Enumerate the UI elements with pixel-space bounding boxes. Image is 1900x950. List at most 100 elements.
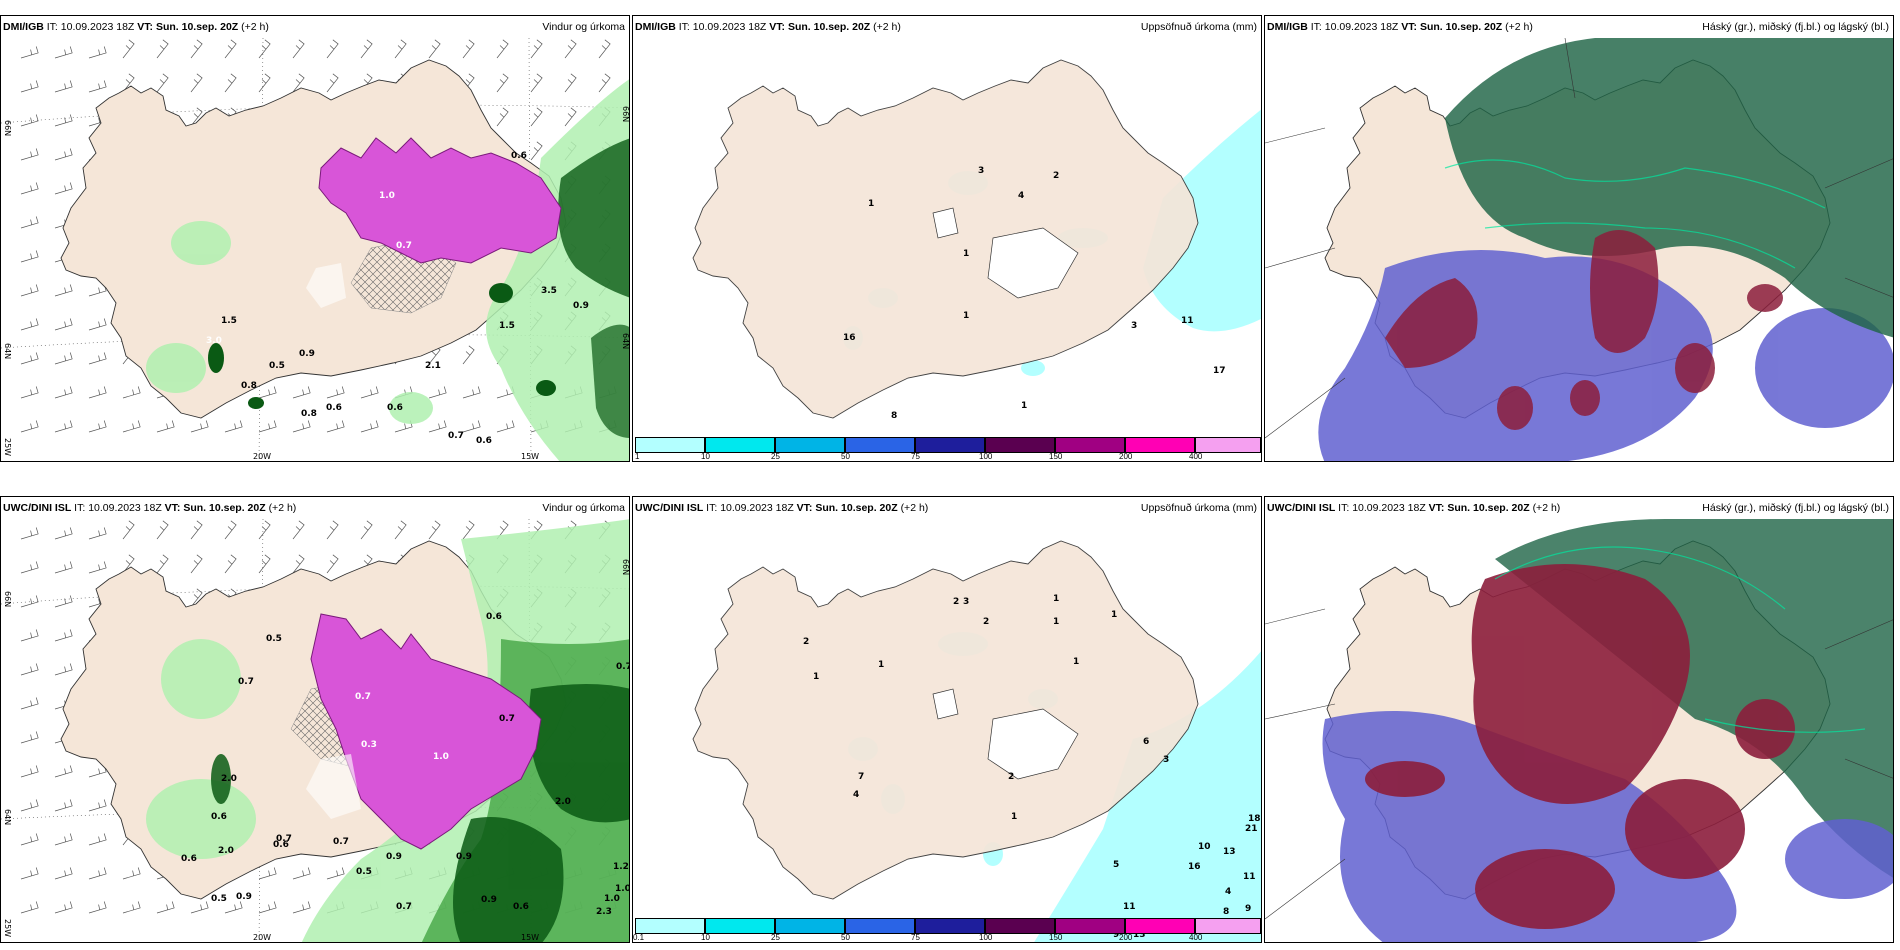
vt-value: Sun. 10.sep. 20Z bbox=[815, 502, 898, 514]
panel-uwc-clouds: UWC/DINI ISL IT: 10.09.2023 18Z VT: Sun.… bbox=[1264, 496, 1894, 943]
vt-value: Sun. 10.sep. 20Z bbox=[183, 502, 266, 514]
accum-label: 1 bbox=[1053, 617, 1059, 627]
wind-barb bbox=[326, 386, 345, 399]
wind-barb bbox=[88, 46, 107, 59]
it-value: 10.09.2023 18Z bbox=[88, 502, 162, 514]
it-value: 10.09.2023 18Z bbox=[1324, 21, 1399, 33]
wind-barb bbox=[190, 107, 203, 127]
wind-barb bbox=[20, 833, 39, 846]
wind-barb bbox=[20, 901, 39, 914]
wind-barb bbox=[122, 901, 141, 914]
wind-barb bbox=[54, 867, 73, 880]
panel-header: UWC/DINI ISL IT: 10.09.2023 18Z VT: Sun.… bbox=[1267, 501, 1889, 515]
wind-barb bbox=[20, 46, 39, 59]
lon-label-25w: 25W bbox=[3, 919, 12, 937]
colorbar-tick: 200 bbox=[1119, 452, 1133, 461]
accum-label: 1 bbox=[813, 672, 819, 682]
vt-label: VT: bbox=[796, 502, 813, 514]
wind-barb bbox=[20, 250, 39, 263]
product-title: Vindur og úrkoma bbox=[542, 502, 625, 514]
wind-barb bbox=[20, 182, 39, 195]
panel-header: UWC/DINI ISL IT: 10.09.2023 18Z VT: Sun.… bbox=[635, 501, 1257, 515]
accum-precip-map: 3 2 1 4 1 16 8 1 11 17 1 3 bbox=[692, 59, 1261, 421]
precip-label: 2.3 bbox=[596, 907, 612, 917]
precip-label: 0.9 bbox=[386, 852, 402, 862]
accum-label: 9 bbox=[1113, 930, 1119, 940]
colorbar-tick: 75 bbox=[911, 452, 920, 461]
wind-barb bbox=[54, 765, 73, 778]
precip-label: 0.6 bbox=[476, 436, 492, 446]
wind-barb bbox=[598, 39, 611, 59]
precip-label: 1.0 bbox=[379, 191, 395, 201]
wind-barb bbox=[360, 420, 379, 433]
lead-time: (+2 h) bbox=[900, 502, 929, 514]
precip-label: 0.9 bbox=[456, 852, 472, 862]
wind-barb bbox=[20, 80, 39, 93]
cloud-low bbox=[1385, 230, 1783, 430]
it-label: IT: bbox=[74, 502, 86, 514]
wind-barb bbox=[20, 284, 39, 297]
precip-labels: 0.6 0.5 0.7 0.7 0.6 2.0 0.7 0.6 0.5 0.9 … bbox=[181, 612, 629, 917]
it-value: 10.09.2023 18Z bbox=[720, 502, 794, 514]
wind-barb bbox=[258, 420, 277, 433]
precip-label: 0.7 bbox=[333, 837, 349, 847]
colorbar-cell bbox=[985, 437, 1055, 453]
lon-label-25w: 25W bbox=[3, 438, 12, 456]
accum-label: 3 bbox=[978, 166, 984, 176]
wind-barb bbox=[20, 386, 39, 399]
wind-barb bbox=[88, 318, 107, 331]
wind-barb bbox=[326, 554, 339, 574]
wind-barb bbox=[54, 46, 73, 59]
lat-label-66n-right: 66N bbox=[621, 559, 630, 575]
accum-label: 9 bbox=[1245, 904, 1251, 914]
wind-barb bbox=[54, 629, 73, 642]
accum-label: 6 bbox=[1143, 737, 1149, 747]
wind-barb bbox=[428, 520, 441, 540]
colorbar-cell bbox=[915, 918, 985, 934]
wind-barb bbox=[258, 520, 271, 540]
precip-label: 0.9 bbox=[236, 892, 252, 902]
precip-label: 1.5 bbox=[499, 321, 515, 331]
accum-label: 13 bbox=[1223, 847, 1236, 857]
lat-label-64n: 64N bbox=[3, 343, 12, 359]
wind-barb bbox=[54, 318, 73, 331]
wind-barb bbox=[496, 107, 509, 127]
colorbar-tick: 25 bbox=[771, 933, 780, 942]
wind-barb bbox=[292, 901, 311, 914]
wind-barb bbox=[326, 73, 339, 93]
it-label: IT: bbox=[678, 21, 690, 33]
vt-value: Sun. 10.sep. 20Z bbox=[1419, 21, 1503, 33]
wind-barb bbox=[292, 39, 305, 59]
colorbar-cell bbox=[845, 437, 915, 453]
colorbar-tick: 10 bbox=[701, 933, 710, 942]
cloud-cover-map bbox=[1265, 519, 1893, 942]
model-name: UWC/DINI ISL bbox=[635, 502, 704, 514]
precip-label: 2.0 bbox=[555, 797, 571, 807]
colorbar-cell bbox=[635, 437, 705, 453]
colorbar-cell bbox=[635, 918, 705, 934]
wind-barb bbox=[258, 901, 277, 914]
wind-barb bbox=[564, 107, 577, 127]
lat-label-66n-right: 66N bbox=[621, 106, 630, 122]
accum-label: 11 bbox=[1123, 902, 1136, 912]
precip-label: 0.7 bbox=[499, 714, 515, 724]
accum-label: 3 bbox=[963, 597, 969, 607]
cloud-high bbox=[1445, 38, 1893, 338]
lon-label-15w: 15W bbox=[521, 452, 539, 461]
model-name: DMI/IGB bbox=[3, 21, 44, 33]
lead-time: (+2 h) bbox=[241, 21, 269, 33]
accum-label: 8 bbox=[1223, 907, 1229, 917]
lead-time: (+2 h) bbox=[268, 502, 297, 514]
wind-barb bbox=[224, 39, 237, 59]
wind-barb bbox=[88, 527, 107, 540]
precip-label: 3.0 bbox=[206, 336, 222, 346]
wind-barb bbox=[292, 554, 305, 574]
vt-label: VT: bbox=[1428, 502, 1445, 514]
wind-barb bbox=[88, 867, 107, 880]
wind-barb bbox=[54, 420, 73, 433]
cloud-cover-map bbox=[1265, 38, 1893, 461]
wind-barb bbox=[20, 527, 39, 540]
wind-barb bbox=[20, 216, 39, 229]
wind-barb bbox=[598, 73, 611, 93]
colorbar-tick: 25 bbox=[771, 452, 780, 461]
